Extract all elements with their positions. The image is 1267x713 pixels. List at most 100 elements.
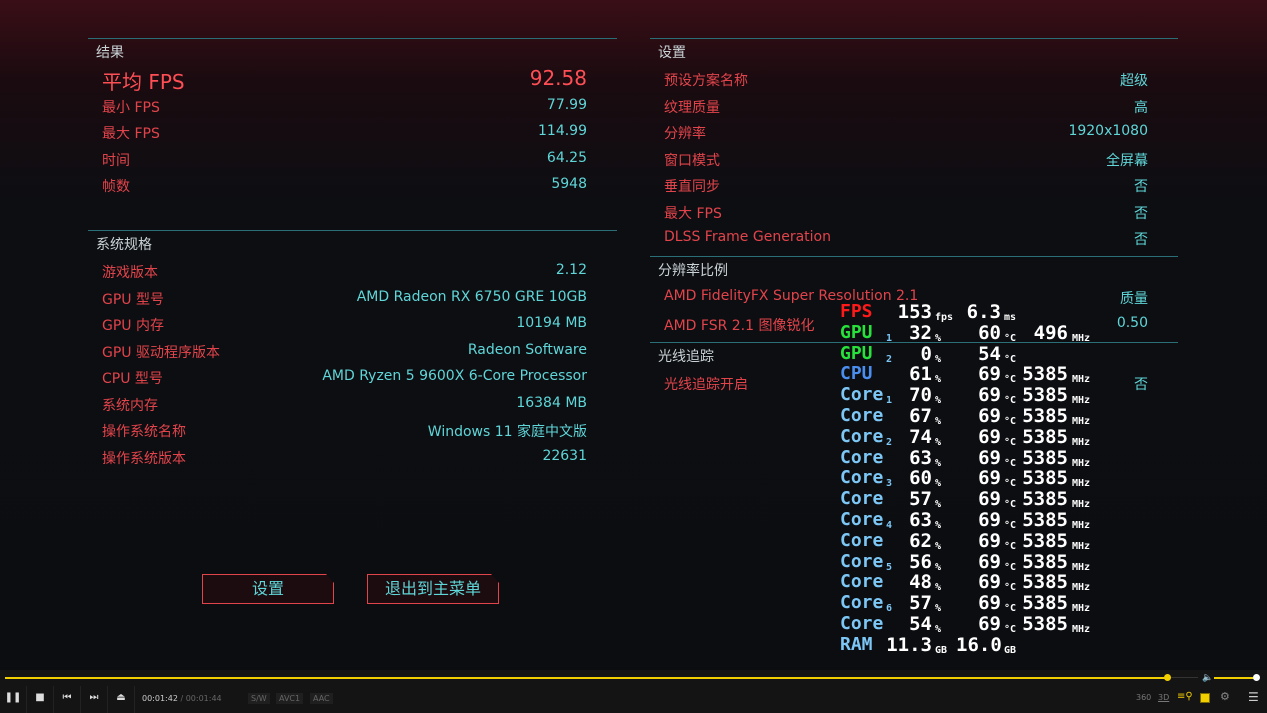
settings-row: DLSS Frame Generation 否 (664, 229, 1148, 253)
overlay-row: Core 5 56% 69 °C 5385 MHz (840, 550, 1100, 573)
row-value: 否 (1134, 232, 1148, 248)
overlay-unit-2: °C (1004, 332, 1017, 344)
overlay-label: Core (840, 550, 884, 572)
row-value: 否 (1134, 377, 1148, 393)
overlay-row: Core 1 70% 69 °C 5385 MHz (840, 384, 1100, 407)
overlay-value-3: 5385 (1022, 384, 1068, 407)
scaling-row: AMD FidelityFX Super Resolution 2.1 质量 (664, 288, 1148, 312)
gear-icon[interactable]: ⚙ (1220, 690, 1230, 703)
eject-icon[interactable]: ⏏ (108, 686, 135, 713)
row-value: 全屏幕 (1106, 152, 1148, 169)
volume-icon[interactable]: 🔈 (1202, 673, 1214, 683)
overlay-unit-3: MHz (1072, 603, 1091, 615)
overlay-value-2: 16.0 (956, 633, 1002, 656)
seek-bar[interactable] (5, 677, 1168, 679)
overlay-label: GPU (840, 321, 873, 343)
overlay-value-1: 11.3 (886, 633, 932, 656)
overlay-unit-1: % (935, 416, 942, 427)
current-time: 00:01:42 (142, 694, 178, 703)
seek-handle[interactable] (1164, 674, 1171, 681)
row-label: DLSS Frame Generation (664, 229, 831, 245)
overlay-value-1: 74 (909, 425, 932, 448)
specs-row: 操作系统版本 22631 (102, 448, 587, 472)
volume-handle[interactable] (1253, 674, 1260, 681)
overlay-value-3: 5385 (1022, 446, 1068, 469)
specs-row: GPU 型号 AMD Radeon RX 6750 GRE 10GB (102, 289, 587, 313)
exit-to-main-menu-button[interactable]: 退出到主菜单 (367, 574, 499, 604)
row-label: 垂直同步 (664, 179, 720, 195)
previous-icon[interactable]: ⏮ (54, 686, 81, 713)
overlay-row: Core 4 63% 69 °C 5385 MHz (840, 509, 1100, 532)
overlay-value-1: 63 (909, 509, 932, 531)
volume-slider[interactable] (1214, 677, 1256, 679)
3d-icon[interactable]: 3D (1158, 693, 1170, 702)
row-label: 操作系统版本 (102, 450, 186, 467)
row-value: 64.25 (546, 149, 587, 166)
row-value: 1920x1080 (1068, 123, 1148, 139)
screen-mode-icon[interactable] (1200, 693, 1210, 703)
overlay-row: GPU 2 0% 54 °C (840, 342, 1100, 365)
overlay-value-1: 57 (909, 592, 932, 615)
overlay-label: RAM (840, 633, 873, 655)
overlay-row: Core 54% 69 °C 5385 MHz (840, 614, 1100, 636)
specs-row: GPU 驱动程序版本 Radeon Software (102, 342, 587, 366)
row-label: AMD FSR 2.1 图像锐化 (664, 317, 815, 334)
overlay-label: Core (840, 405, 884, 426)
tag-sw: S/W (248, 693, 270, 704)
overlay-index: 2 (886, 436, 893, 448)
overlay-value-3: 5385 (1022, 405, 1068, 427)
overlay-unit-2: °C (1004, 353, 1017, 365)
settings-button[interactable]: 设置 (202, 574, 334, 604)
overlay-unit-3: MHz (1072, 561, 1091, 573)
overlay-row: Core 48% 69 °C 5385 MHz (840, 572, 1100, 594)
row-label: 最小 FPS (102, 99, 160, 116)
overlay-value-2: 69 (978, 488, 1001, 511)
overlay-value-1: 60 (909, 467, 932, 490)
next-icon[interactable]: ⏭ (81, 686, 108, 713)
overlay-value-2: 69 (978, 529, 1001, 552)
settings-row: 预设方案名称 超级 (664, 70, 1148, 94)
overlay-unit-1: % (935, 395, 942, 407)
row-label: 最大 FPS (102, 126, 160, 142)
stop-icon[interactable]: ■ (27, 686, 54, 713)
row-label: CPU 型号 (102, 371, 163, 387)
raytracing-title: 光线追踪 (658, 349, 714, 365)
settings-row: 分辨率 1920x1080 (664, 123, 1148, 147)
row-label: 平均 FPS (102, 70, 185, 94)
overlay-row: FPS 153 fps 6.3 ms (840, 302, 1100, 324)
row-value: 质量 (1120, 291, 1148, 307)
overlay-unit-1: % (935, 561, 942, 573)
overlay-value-1: 0 (920, 342, 932, 365)
row-label: 时间 (102, 152, 130, 169)
row-label: 窗口模式 (664, 152, 720, 169)
overlay-index: 6 (886, 603, 893, 615)
game-background (0, 0, 1267, 670)
overlay-value-2: 60 (978, 321, 1001, 344)
pause-icon[interactable]: ❚❚ (0, 686, 27, 713)
overlay-label: GPU (840, 342, 873, 364)
settings-row: 最大 FPS 否 (664, 203, 1148, 227)
overlay-unit-3: MHz (1072, 582, 1091, 594)
tag-audio-codec: AAC (310, 693, 333, 704)
overlay-value-1: 62 (909, 529, 932, 552)
overlay-unit-1: % (935, 582, 942, 594)
overlay-row: CPU 61% 69 °C 5385 MHz (840, 364, 1100, 386)
overlay-unit-3: MHz (1072, 416, 1091, 427)
subtitle-search-icon[interactable]: ≡⚲ (1177, 691, 1193, 702)
row-value: Windows 11 家庭中文版 (427, 424, 587, 440)
row-label: 分辨率 (664, 126, 706, 142)
row-value: AMD Ryzen 5 9600X 6-Core Processor (322, 368, 587, 384)
overlay-label: Core (840, 384, 884, 406)
overlay-value-3: 5385 (1022, 425, 1068, 448)
row-value: 0.50 (1116, 314, 1148, 331)
scaling-row: AMD FSR 2.1 图像锐化 0.50 (664, 315, 1148, 339)
360-icon[interactable]: 360 (1136, 693, 1152, 702)
overlay-value-1: 57 (909, 488, 932, 511)
menu-icon[interactable]: ☰ (1248, 690, 1259, 704)
overlay-value-2: 69 (978, 405, 1001, 427)
overlay-unit-1: % (935, 624, 942, 635)
overlay-index: 4 (886, 520, 893, 531)
specs-row: 系统内存 16384 MB (102, 395, 587, 419)
overlay-value-1: 70 (909, 384, 932, 407)
overlay-row: Core 67% 69 °C 5385 MHz (840, 405, 1100, 428)
